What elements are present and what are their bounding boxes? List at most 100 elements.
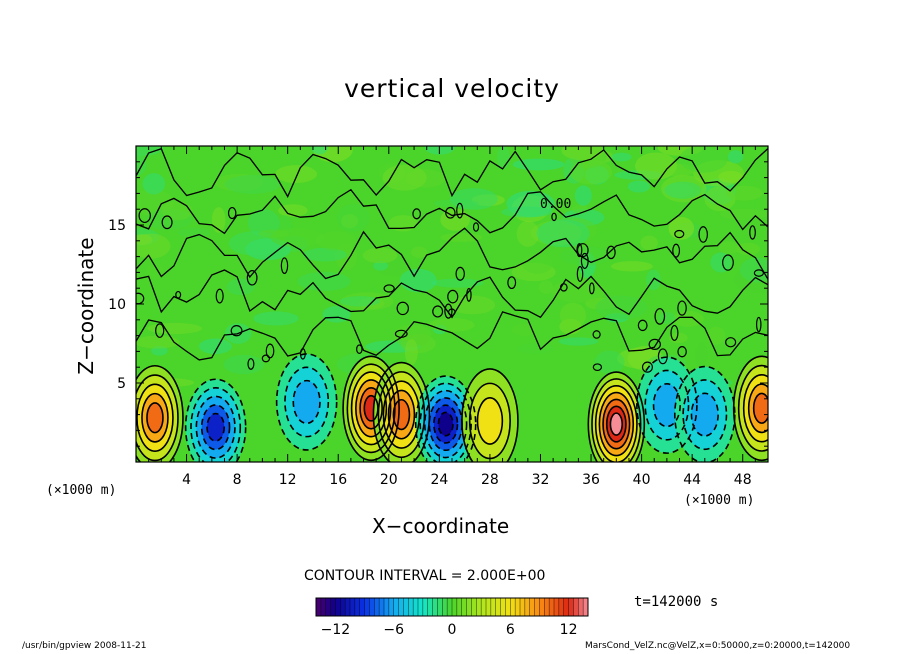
contour-line (690, 392, 719, 437)
colorbar-tick-label: 6 (506, 622, 515, 638)
colorbar-frame (315, 597, 589, 617)
velocity-cell (293, 380, 320, 424)
contour-line (136, 374, 179, 462)
colorbar-segment (456, 598, 463, 616)
colorbar-segment (330, 598, 336, 616)
noise-blob (718, 170, 743, 183)
contour-line (146, 402, 164, 434)
colorbar-segment (534, 598, 540, 616)
contour-line (605, 405, 627, 443)
velocity-cell (207, 413, 225, 441)
contour-loop (161, 215, 173, 230)
contour-line (732, 355, 768, 462)
colorbar-segment (374, 598, 380, 616)
contour-line (136, 364, 184, 462)
colorbar-segment (325, 598, 331, 616)
noise-blob (496, 146, 511, 169)
contour-loop (589, 282, 595, 295)
contour-loop (576, 265, 584, 282)
colorbar-segment (505, 598, 511, 616)
contour-line (342, 355, 400, 462)
colorbar-segment (490, 598, 497, 616)
contour-loop (412, 208, 422, 220)
colorbar-segment (369, 598, 375, 616)
contour-loop (507, 276, 517, 290)
contour-loop (592, 363, 603, 372)
noise-blob (399, 268, 437, 293)
colorbar-segment (340, 598, 346, 616)
contour-loop (138, 208, 151, 224)
colorbar-segment (398, 598, 404, 616)
noise-blob (610, 261, 653, 272)
contour-line (387, 389, 416, 440)
noise-blob (516, 343, 555, 355)
colorbar-segment (554, 598, 560, 616)
noise-blob (516, 220, 540, 247)
noise-blob (718, 241, 740, 255)
x-tick-label: 24 (430, 472, 448, 488)
contour-loop (447, 289, 459, 304)
contour-loop (155, 323, 165, 338)
contour-line (587, 371, 646, 462)
contour-loop (445, 206, 456, 219)
colorbar-segment (500, 598, 506, 616)
noise-blob (404, 339, 418, 366)
noise-blob (223, 354, 264, 375)
colorbar-segment (520, 598, 526, 616)
colorbar-segment (510, 598, 516, 616)
noise-blob (574, 185, 592, 206)
noise-blob (142, 173, 166, 195)
contour-label: 0.00 (540, 197, 571, 212)
noise-blob (570, 159, 613, 185)
contour-line (136, 383, 174, 452)
colorbar-segment (388, 598, 395, 616)
colorbar-segment (529, 598, 535, 616)
noise-blob (297, 271, 351, 292)
colorbar-segment (563, 598, 569, 616)
noise-blob (512, 323, 536, 336)
zero-contour (136, 269, 768, 319)
noise-blob (501, 206, 553, 218)
colorbar-segment (583, 598, 589, 616)
noise-blob (538, 280, 554, 294)
colorbar-segment (403, 598, 409, 616)
y-tick-label: 5 (117, 376, 126, 392)
colorbar-segment (549, 598, 555, 616)
contour-line (414, 375, 477, 462)
zero-contour (136, 188, 768, 235)
noise-blob (161, 201, 193, 221)
contour-line (433, 404, 459, 444)
colorbar-segment (447, 598, 453, 616)
colorbar-segment (544, 598, 550, 616)
contour-line (190, 387, 242, 462)
noise-blob (450, 295, 496, 315)
noise-blob (362, 247, 398, 264)
contour-loop (580, 252, 589, 269)
contour-loop (753, 269, 765, 277)
x-tick-label: 8 (233, 472, 242, 488)
time-label: t=142000 s (634, 594, 719, 610)
contour-loop (265, 343, 275, 359)
contour-loop (246, 270, 258, 286)
contour-loop (444, 303, 453, 319)
noise-blob (428, 318, 475, 332)
contour-loop (466, 287, 472, 302)
chart-title: vertical velocity (344, 74, 560, 103)
x-tick-label: 32 (532, 472, 550, 488)
colorbar-segment (350, 598, 356, 616)
contour-loop (677, 346, 687, 358)
contour-lines (136, 147, 768, 462)
x-tick-label: 28 (481, 472, 499, 488)
contour-line (437, 411, 454, 437)
noise-blob (561, 146, 604, 161)
contour-line (423, 389, 468, 459)
colorbar-segment (452, 598, 458, 616)
contour-line (752, 392, 768, 424)
x-axis-ticks: 4 8 12 16 20 24 28 32 36 40 44 48 (148, 146, 769, 488)
colorbar-segment (568, 598, 574, 616)
colorbar-segment (354, 598, 361, 616)
noise-blob (145, 264, 164, 279)
colorbar-segment (466, 598, 472, 616)
x-tick-label: 20 (380, 472, 398, 488)
